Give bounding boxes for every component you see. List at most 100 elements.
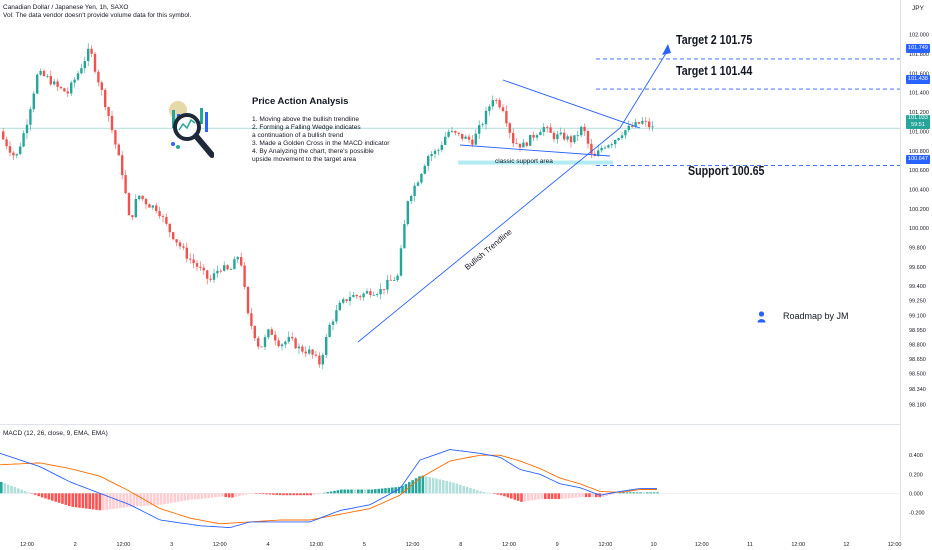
candle-body (471, 139, 474, 145)
macd-histogram-bar (438, 479, 442, 494)
macd-histogram-bar (309, 493, 312, 496)
candle-body (314, 354, 318, 356)
candle-body (552, 132, 556, 140)
macd-histogram-bar (401, 485, 404, 494)
candle-body (209, 278, 212, 280)
candle-body (440, 144, 443, 150)
macd-histogram-bar (241, 493, 244, 496)
signal-line (0, 454, 657, 525)
candle-body (399, 248, 403, 276)
macd-histogram-bar (336, 490, 340, 494)
macd-histogram-bar (64, 493, 68, 505)
candle-body (260, 346, 263, 348)
currency-label: JPY (912, 5, 924, 12)
macd-histogram-bar (278, 493, 282, 496)
macd-histogram-bar (210, 493, 214, 498)
time-tick-label: 12:00 (791, 542, 805, 548)
candle-body (352, 295, 355, 298)
macd-histogram-bar (10, 485, 13, 494)
time-tick-label: 12:00 (599, 542, 613, 548)
time-tick-label: 12:00 (502, 542, 516, 548)
price-tick-label: 101.000 (909, 129, 929, 135)
macd-histogram-bar (469, 488, 472, 494)
candle-body (131, 215, 134, 218)
time-tick-label: 10 (651, 542, 657, 548)
macd-histogram-bar (448, 481, 452, 494)
macd-histogram-bar (557, 493, 561, 500)
candle-body (134, 199, 137, 218)
macd-panel (0, 449, 900, 528)
macd-histogram-bar (520, 493, 523, 502)
candle-body (342, 299, 345, 303)
candle-body (522, 142, 525, 148)
candle-body (321, 354, 324, 365)
projection-line (619, 49, 669, 129)
candle-body (223, 265, 226, 271)
macd-histogram-bar (20, 489, 23, 494)
candle-body (620, 135, 624, 138)
current-price-tag: 101.033 59:51 (906, 115, 930, 129)
candle-body (253, 326, 256, 339)
candle-body (532, 134, 535, 138)
macd-histogram-bar (581, 493, 584, 498)
macd-histogram-bar (523, 493, 527, 502)
macd-histogram-bar (285, 493, 289, 496)
price-tick-label: 99.100 (909, 313, 926, 319)
candle-body (495, 100, 498, 101)
macd-histogram-bar (108, 493, 112, 510)
macd-histogram-bar (499, 493, 503, 496)
candle-body (301, 346, 304, 352)
candle-body (83, 61, 86, 69)
candle-body (29, 109, 32, 125)
candle-body (539, 132, 542, 136)
macd-histogram-bar (425, 476, 428, 494)
macd-histogram-bar (306, 493, 309, 496)
macd-histogram-bar (421, 475, 425, 494)
macd-histogram-bar (187, 493, 190, 501)
candle-body (586, 131, 590, 144)
macd-histogram-bar (612, 493, 615, 495)
macd-histogram-bar (319, 493, 323, 494)
candle-body (648, 121, 651, 128)
candle-body (566, 136, 569, 140)
macd-histogram-bar (428, 477, 431, 494)
macd-histogram-bar (44, 493, 47, 499)
support-area (458, 160, 613, 165)
candle-body (267, 329, 270, 338)
macd-histogram-bar (156, 493, 159, 505)
candle-body (104, 89, 107, 108)
analysis-title: Price Action Analysis (252, 96, 349, 107)
time-tick-label: 2 (74, 542, 77, 548)
target2-label: Target 2 101.75 (676, 32, 753, 47)
target2-price-tag: 101.749 (906, 44, 930, 53)
candle-body (107, 107, 110, 116)
macd-histogram-bar (435, 478, 438, 494)
candle-body (291, 336, 294, 339)
candle-body (488, 106, 491, 111)
candle-body (607, 145, 610, 148)
candle-body (192, 259, 195, 264)
macd-histogram-bar (652, 492, 656, 494)
candle-body (379, 288, 382, 295)
macd-histogram-bar (578, 493, 581, 498)
bullish-trendline (357, 127, 621, 343)
macd-histogram-bar (176, 493, 180, 502)
macd-histogram-bar (595, 493, 598, 498)
macd-histogram-bar (632, 492, 635, 494)
candle-body (80, 68, 83, 74)
candle-body (63, 88, 66, 92)
candle-body (284, 341, 287, 345)
candle-body (505, 111, 508, 124)
macd-histogram-bar (299, 493, 302, 496)
wedge-lower-line (459, 144, 611, 157)
macd-histogram-bar (455, 483, 459, 494)
candle-body (46, 75, 49, 77)
macd-histogram-bar (146, 493, 149, 506)
wedge-upper-line (502, 79, 641, 129)
analysis-line-3: a continuation of a bullish trend (252, 132, 344, 139)
analysis-line-4: 3. Made a Golden Cross in the MACD indic… (252, 140, 390, 147)
macd-histogram-bar (163, 493, 166, 505)
candle-body (90, 48, 93, 54)
candle-body (634, 122, 637, 127)
candle-body (168, 223, 171, 233)
